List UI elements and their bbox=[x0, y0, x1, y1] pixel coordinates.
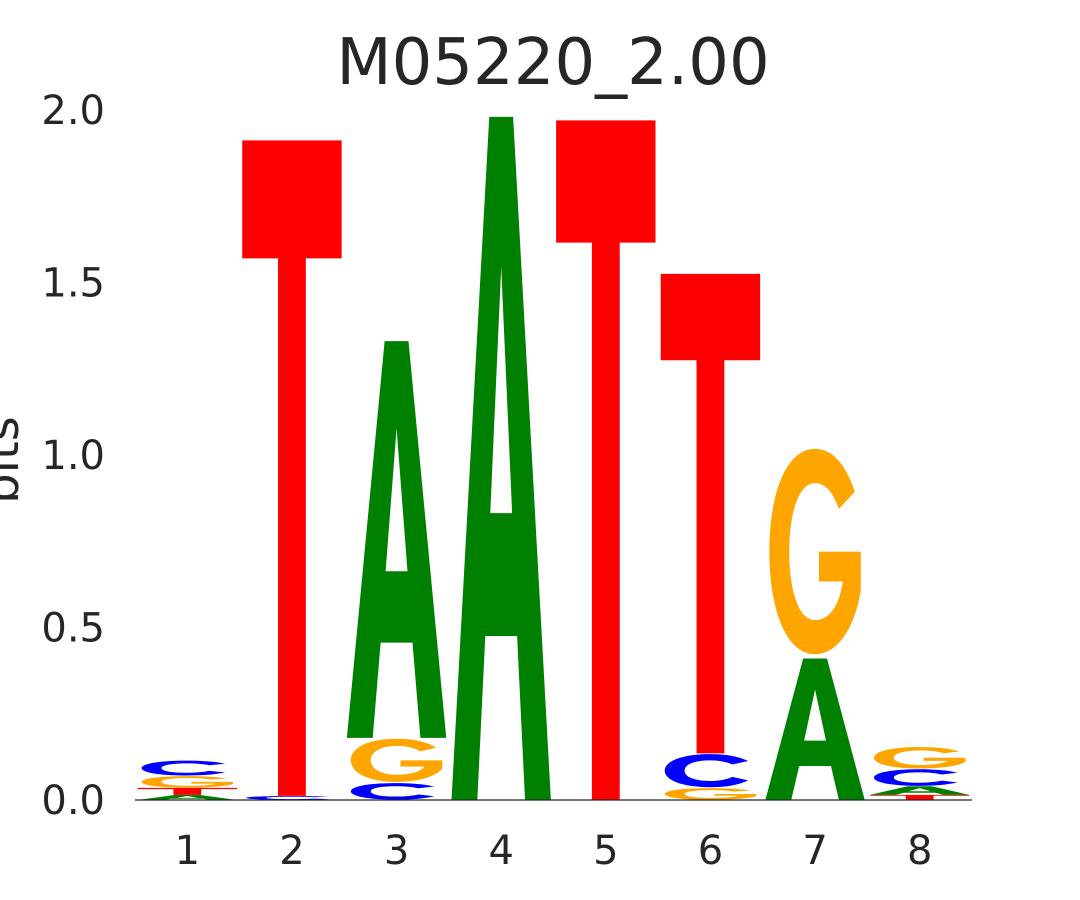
x-tick-label: 1 bbox=[175, 828, 200, 874]
logo-letter-c bbox=[350, 783, 435, 800]
logo-letter-a bbox=[346, 341, 447, 738]
y-tick-label: 0.5 bbox=[41, 606, 105, 652]
logo-letter-t bbox=[242, 140, 342, 796]
logo-letter-c bbox=[141, 760, 226, 776]
logo-letter-g bbox=[664, 788, 757, 800]
logo-letter-c bbox=[873, 769, 958, 786]
logo-letter-g bbox=[873, 746, 966, 769]
logo-letter-a bbox=[137, 794, 238, 800]
y-tick-label: 0.0 bbox=[41, 778, 105, 824]
y-tick-label: 2.0 bbox=[41, 88, 105, 134]
chart-title: M05220_2.00 bbox=[336, 26, 769, 100]
x-tick-label: 7 bbox=[802, 828, 827, 874]
x-tick-label: 6 bbox=[698, 828, 723, 874]
x-tick-label: 2 bbox=[279, 828, 304, 874]
logo-letter-t bbox=[660, 273, 761, 754]
y-tick-label: 1.5 bbox=[41, 261, 105, 307]
logo-stacks bbox=[137, 116, 970, 801]
logo-letter-g bbox=[141, 776, 234, 788]
logo-letter-a bbox=[765, 658, 865, 800]
logo-letter-t bbox=[137, 787, 238, 795]
logo-letter-t bbox=[556, 120, 656, 801]
logo-letter-a bbox=[869, 786, 970, 795]
logo-letter-g bbox=[769, 448, 861, 655]
logo-letter-c bbox=[246, 795, 330, 800]
logo-letter-a bbox=[451, 116, 551, 800]
y-axis: 0.0 0.5 1.0 1.5 2.0 bbox=[41, 88, 105, 824]
x-tick-label: 3 bbox=[384, 828, 409, 874]
logo-letter-g bbox=[350, 738, 443, 782]
y-tick-label: 1.0 bbox=[41, 433, 105, 479]
x-tick-label: 5 bbox=[593, 828, 618, 874]
y-axis-label: bits bbox=[0, 416, 30, 504]
x-tick-label: 4 bbox=[488, 828, 513, 874]
logo-letter-c bbox=[664, 754, 749, 788]
x-tick-label: 8 bbox=[907, 828, 932, 874]
logo-letter-t bbox=[869, 794, 970, 800]
x-axis: 1 2 3 4 5 6 7 8 bbox=[175, 828, 933, 874]
